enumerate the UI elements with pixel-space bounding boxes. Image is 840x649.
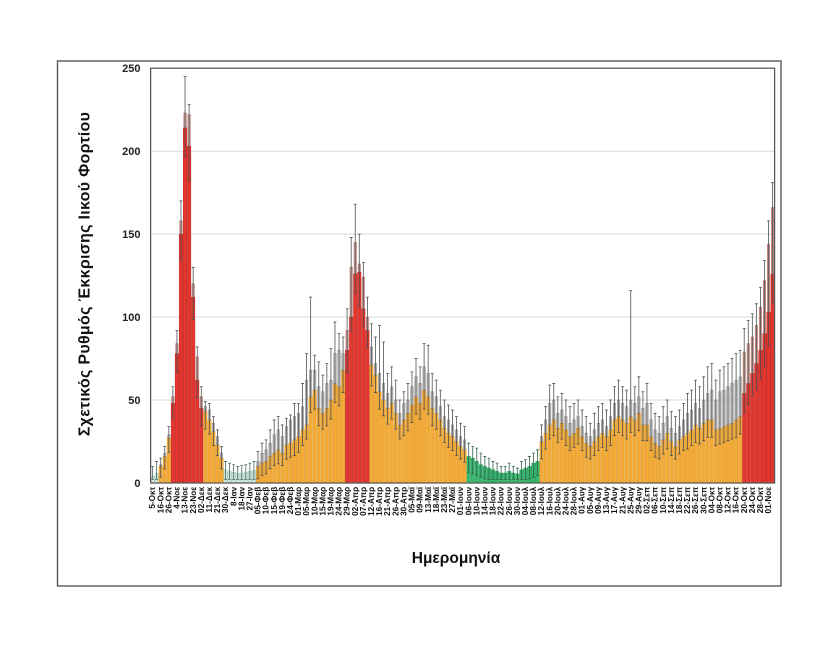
svg-text:16-Οκτ: 16-Οκτ (732, 486, 741, 513)
svg-text:10-Μαρ: 10-Μαρ (310, 487, 319, 516)
svg-text:21-Απρ: 21-Απρ (383, 487, 392, 516)
svg-text:200: 200 (122, 146, 140, 158)
svg-text:16-Απρ: 16-Απρ (375, 487, 384, 516)
svg-text:09-Αυγ: 09-Αυγ (594, 486, 603, 514)
svg-text:29-Μαρ: 29-Μαρ (343, 487, 352, 516)
svg-text:09-Μαϊ: 09-Μαϊ (416, 486, 425, 513)
svg-text:26-Ιουν: 26-Ιουν (505, 486, 514, 515)
svg-text:05-Μαϊ: 05-Μαϊ (408, 486, 417, 513)
svg-text:10-Ιουν: 10-Ιουν (472, 486, 481, 515)
svg-text:12-Οκτ: 12-Οκτ (724, 486, 733, 513)
svg-text:27-Μαϊ: 27-Μαϊ (448, 486, 457, 513)
svg-text:04-Ιουλ: 04-Ιουλ (521, 486, 530, 515)
svg-text:28-Ιουλ: 28-Ιουλ (570, 486, 579, 515)
svg-text:12-Απρ: 12-Απρ (367, 487, 376, 516)
svg-text:50: 50 (128, 395, 140, 407)
svg-text:22-Ιουν: 22-Ιουν (497, 486, 506, 515)
svg-text:24-Φεβ: 24-Φεβ (286, 487, 295, 514)
svg-text:13-Μαϊ: 13-Μαϊ (424, 486, 433, 513)
svg-text:18-Ιαν: 18-Ιαν (237, 486, 246, 510)
svg-text:Ημερομηνία: Ημερομηνία (412, 550, 501, 567)
svg-text:0: 0 (134, 478, 140, 490)
svg-text:23-Νοε: 23-Νοε (189, 487, 198, 514)
svg-text:06-Ιουν: 06-Ιουν (464, 486, 473, 515)
svg-text:16-Οκτ: 16-Οκτ (156, 486, 165, 513)
svg-text:18-Ιουν: 18-Ιουν (489, 486, 498, 515)
svg-text:07-Απρ: 07-Απρ (359, 487, 368, 516)
svg-text:20-Οκτ: 20-Οκτ (740, 486, 749, 513)
svg-text:29-Αυγ: 29-Αυγ (634, 486, 643, 514)
svg-text:28-Οκτ: 28-Οκτ (756, 486, 765, 513)
svg-text:16-Ιουλ: 16-Ιουλ (545, 486, 554, 515)
svg-text:01-Ιουν: 01-Ιουν (456, 486, 465, 515)
svg-text:19-Φεβ: 19-Φεβ (278, 487, 287, 514)
svg-text:02-Απρ: 02-Απρ (351, 487, 360, 516)
svg-text:10-Σεπ: 10-Σεπ (659, 486, 668, 514)
svg-text:26-Σεπ: 26-Σεπ (691, 486, 700, 514)
svg-text:5-Οκτ: 5-Οκτ (148, 486, 157, 508)
svg-text:10-Φεβ: 10-Φεβ (262, 487, 271, 514)
svg-text:14-Ιουν: 14-Ιουν (480, 486, 489, 515)
svg-text:17-Αυγ: 17-Αυγ (610, 486, 619, 514)
svg-text:26-Απρ: 26-Απρ (391, 487, 400, 516)
svg-text:20-Ιουλ: 20-Ιουλ (553, 486, 562, 515)
svg-text:01-Αυγ: 01-Αυγ (578, 486, 587, 514)
svg-text:30-Δεκ: 30-Δεκ (221, 486, 230, 513)
svg-text:15-Φεβ: 15-Φεβ (270, 487, 279, 514)
svg-text:13-Νοε: 13-Νοε (181, 487, 190, 514)
svg-text:27-Ιαν: 27-Ιαν (245, 486, 254, 510)
svg-text:23-Μαϊ: 23-Μαϊ (440, 486, 449, 513)
svg-text:22-Σεπ: 22-Σεπ (683, 486, 692, 514)
svg-text:05-Μαρ: 05-Μαρ (302, 487, 311, 516)
svg-text:15-Μαρ: 15-Μαρ (318, 487, 327, 516)
svg-text:14-Σεπ: 14-Σεπ (667, 486, 676, 514)
svg-text:05-Αυγ: 05-Αυγ (586, 486, 595, 514)
svg-text:13-Αυγ: 13-Αυγ (602, 486, 611, 514)
svg-text:8-Ιαν: 8-Ιαν (229, 486, 238, 506)
svg-text:04-Οκτ: 04-Οκτ (707, 486, 716, 513)
svg-text:30-Απρ: 30-Απρ (399, 487, 408, 516)
svg-text:4-Νοε: 4-Νοε (173, 487, 182, 509)
svg-text:08-Οκτ: 08-Οκτ (716, 486, 725, 513)
svg-text:21-Δεκ: 21-Δεκ (213, 486, 222, 513)
svg-text:11-Δεκ: 11-Δεκ (205, 486, 214, 512)
svg-text:05-Φεβ: 05-Φεβ (254, 487, 263, 514)
svg-text:18-Σεπ: 18-Σεπ (675, 486, 684, 514)
svg-text:25-Αυγ: 25-Αυγ (626, 486, 635, 514)
svg-text:100: 100 (122, 312, 140, 324)
svg-text:24-Μαρ: 24-Μαρ (335, 487, 344, 516)
svg-text:18-Μαϊ: 18-Μαϊ (432, 486, 441, 513)
svg-text:250: 250 (122, 63, 140, 75)
svg-text:01-Νοε: 01-Νοε (764, 487, 773, 514)
svg-text:30-Σεπ: 30-Σεπ (699, 486, 708, 514)
svg-text:21-Αυγ: 21-Αυγ (618, 486, 627, 514)
svg-text:24-Ιουλ: 24-Ιουλ (562, 486, 571, 515)
svg-text:26-Οκτ: 26-Οκτ (164, 486, 173, 513)
svg-text:02-Δεκ: 02-Δεκ (197, 486, 206, 513)
svg-text:06-Σεπ: 06-Σεπ (651, 486, 660, 514)
svg-text:08-Ιουλ: 08-Ιουλ (529, 486, 538, 515)
svg-text:150: 150 (122, 229, 140, 241)
svg-text:30-Ιουν: 30-Ιουν (513, 486, 522, 515)
svg-text:19-Μαρ: 19-Μαρ (327, 487, 336, 516)
svg-text:24-Οκτ: 24-Οκτ (748, 486, 757, 513)
svg-text:01-Μαρ: 01-Μαρ (294, 487, 303, 516)
svg-text:02-Σεπ: 02-Σεπ (643, 486, 652, 514)
svg-text:Σχετικός Ρυθμός Έκκρισης Ιικού: Σχετικός Ρυθμός Έκκρισης Ιικού Φορτίου (77, 112, 94, 436)
svg-text:12-Ιουλ: 12-Ιουλ (537, 486, 546, 515)
